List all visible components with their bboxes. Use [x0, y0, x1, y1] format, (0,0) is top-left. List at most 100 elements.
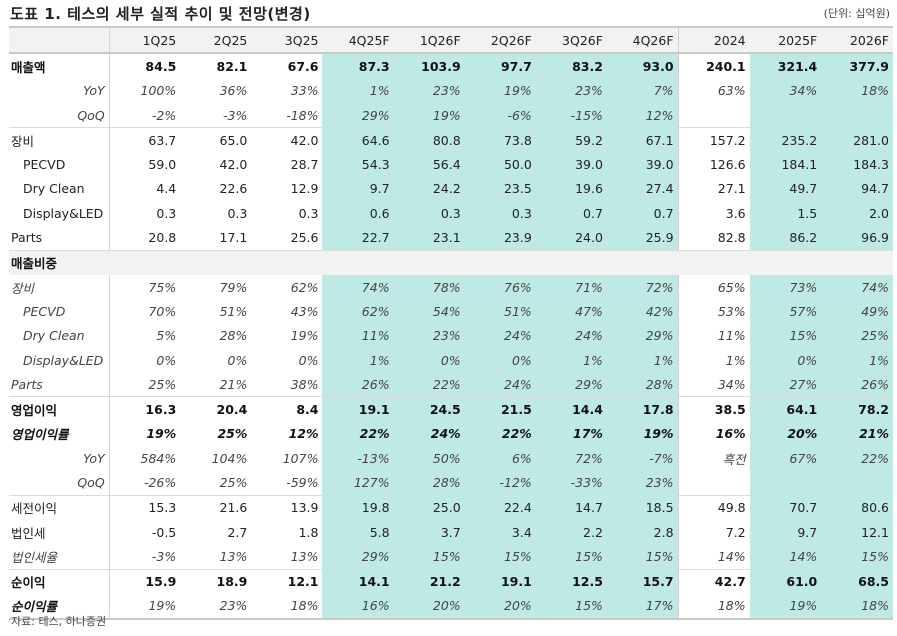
- cell-2Q26F: 97.7: [464, 53, 536, 79]
- cell-2025F: 1.5: [749, 201, 822, 226]
- header-row: 1Q25 2Q25 3Q25 4Q25F 1Q26F 2Q26F 3Q26F 4…: [9, 27, 893, 54]
- cell-2024: 38.5: [678, 396, 750, 422]
- cell-3Q25: 28.7: [290, 157, 319, 173]
- table-row: 법인세 -0.5 2.7 1.8 5.8 3.7 3.4 2.2 2.8 7.2 9.7 12.1: [9, 519, 893, 545]
- col-header: 2025F: [778, 32, 818, 48]
- table-row: 법인세율 -3% 13% 13% 29% 15% 15% 15% 15% 14% 14% 15%: [9, 544, 893, 570]
- cell-3Q25: 107%: [282, 450, 319, 466]
- table-row: Dry Clean 5% 28% 19% 11% 23% 24% 24% 29% 11% 15% 25…: [9, 323, 893, 348]
- row-label: PECVD: [9, 299, 110, 324]
- cell-2025F: 0%: [749, 347, 822, 373]
- cell-2Q25: -3%: [223, 107, 248, 123]
- table-row: 영업이익률 19% 25% 12% 22% 24% 22% 17% 19% 16% 20% 21%: [9, 421, 893, 447]
- cell-2026F: 1%: [821, 347, 893, 373]
- cell-3Q26F: 29%: [535, 372, 607, 397]
- cell-1Q25: 16.3: [109, 396, 181, 422]
- cell-2024: [678, 103, 750, 128]
- cell-2024: 126.6: [709, 157, 746, 173]
- cell-2025F: 73%: [749, 274, 822, 300]
- row-label: Display&LED: [9, 347, 110, 373]
- cell-4Q25F: 22%: [322, 421, 394, 447]
- cell-2Q26F: 23.5: [464, 176, 536, 202]
- cell-1Q26F: 19%: [393, 102, 465, 128]
- cell-2025F: [749, 102, 822, 128]
- cell-3Q26F: 24%: [535, 323, 607, 348]
- cell-3Q26F: 1%: [535, 347, 607, 373]
- cell-1Q26F: 0.3: [393, 201, 465, 226]
- col-header: 1Q25: [142, 32, 177, 48]
- cell-1Q25: -2%: [151, 107, 177, 123]
- cell-3Q26F: 12.5: [535, 568, 607, 594]
- table-row: Dry Clean 4.4 22.6 12.9 9.7 24.2 23.5 19.6 27.4 2…: [9, 176, 893, 202]
- cell-2Q26F: 19.1: [464, 568, 536, 594]
- cell-2024: 7.2: [725, 524, 746, 540]
- cell-2Q25: 25%: [217, 426, 248, 442]
- cell-4Q26F: 12%: [606, 102, 679, 128]
- cell-4Q25F: -13%: [322, 446, 394, 471]
- cell-4Q25F: 0.6: [322, 201, 394, 226]
- col-header: 3Q26F: [562, 32, 603, 48]
- cell-2025F: 235.2: [749, 127, 822, 153]
- cell-2Q25: 0%: [227, 352, 248, 368]
- cell-2024: 42.7: [678, 568, 750, 594]
- row-label: QoQ: [9, 102, 110, 128]
- table-row: YoY 100% 36% 33% 1% 23% 19% 23% 7% 63% 34% 18%: [9, 78, 893, 103]
- cell-2026F: 21%: [821, 421, 893, 447]
- cell-4Q26F: 93.0: [606, 53, 679, 79]
- cell-2026F: 68.5: [821, 568, 893, 594]
- row-label: Display&LED: [9, 201, 110, 226]
- cell-2026F: 49%: [821, 299, 893, 324]
- cell-1Q26F: 23%: [393, 78, 465, 103]
- cell-1Q26F: 25.0: [393, 494, 465, 520]
- cell-2024: 16%: [715, 426, 746, 442]
- table-row: QoQ -2% -3% -18% 29% 19% -6% -15% 12%: [9, 102, 893, 128]
- cell-2Q25: 65.0: [180, 127, 252, 153]
- cell-3Q26F: 0.7: [535, 201, 607, 226]
- cell-1Q26F: 3.7: [393, 519, 465, 545]
- cell-4Q25F: 62%: [322, 299, 394, 324]
- col-header: 1Q26F: [419, 32, 461, 48]
- cell-2025F: [749, 470, 822, 496]
- row-label: YoY: [9, 78, 110, 103]
- cell-4Q25F: 127%: [322, 470, 394, 496]
- cell-2024: 18%: [678, 593, 750, 621]
- cell-3Q25: 25.6: [290, 230, 319, 246]
- cell-4Q26F: 28%: [606, 372, 679, 397]
- cell-1Q26F: 80.8: [393, 127, 465, 153]
- cell-2025F: 34%: [749, 78, 822, 103]
- cell-1Q25: -26%: [143, 474, 177, 490]
- cell-2026F: 96.9: [821, 225, 893, 251]
- col-header: 3Q25: [284, 32, 319, 48]
- cell-2Q26F: 15%: [464, 544, 536, 570]
- table-row: 세전이익 15.3 21.6 13.9 19.8 25.0 22.4 14.7 18.5 49.8…: [9, 494, 893, 520]
- cell-3Q25: 8.4: [251, 396, 323, 422]
- cell-3Q25: 0%: [298, 352, 319, 368]
- row-label: 장비: [9, 274, 110, 300]
- cell-1Q26F: 54%: [393, 299, 465, 324]
- table-row: Display&LED 0.3 0.3 0.3 0.6 0.3 0.3 0.7 0.7 3.6 1.…: [9, 201, 893, 226]
- cell-2Q25: 51%: [219, 303, 248, 319]
- cell-2Q25: 36%: [219, 83, 248, 99]
- cell-1Q26F: 22%: [393, 372, 465, 397]
- cell-4Q25F: 22.7: [322, 225, 394, 251]
- cell-1Q25: 15.9: [109, 568, 181, 594]
- cell-1Q26F: 24.2: [393, 176, 465, 202]
- cell-1Q26F: 0%: [393, 347, 465, 373]
- cell-3Q25: 13.9: [251, 494, 323, 520]
- cell-3Q25: 43%: [290, 303, 319, 319]
- cell-4Q25F: 19.1: [322, 396, 394, 422]
- table-row: Parts 25% 21% 38% 26% 22% 24% 29% 28% 34% 27% 26%: [9, 372, 893, 397]
- cell-3Q26F: 24.0: [535, 225, 607, 251]
- cell-2024: 82.8: [717, 230, 746, 246]
- cell-2Q26F: 76%: [464, 274, 536, 300]
- cell-3Q26F: 19.6: [535, 176, 607, 202]
- cell-3Q26F: 14.7: [535, 494, 607, 520]
- row-label: PECVD: [9, 152, 110, 177]
- cell-3Q25: 33%: [290, 83, 319, 99]
- cell-2026F: 15%: [821, 544, 893, 570]
- table-row: QoQ -26% 25% -59% 127% 28% -12% -33% 23%: [9, 470, 893, 496]
- cell-3Q26F: -15%: [535, 102, 607, 128]
- cell-3Q25: 42.0: [251, 127, 323, 153]
- cell-1Q25: 75%: [148, 279, 177, 295]
- cell-4Q25F: 14.1: [322, 568, 394, 594]
